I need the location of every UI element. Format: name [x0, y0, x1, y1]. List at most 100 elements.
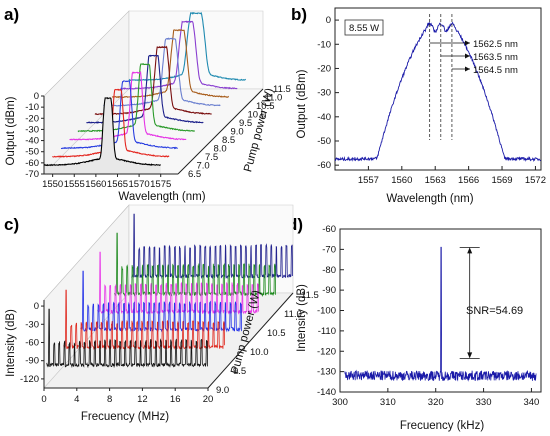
panel-c-xtick-4: 4 [74, 394, 79, 405]
panel-b-spectrum: 1557 1560 1563 1566 1569 1572 0 -10 -20 -30 -40 -50… [296, 7, 546, 205]
panel-a-series-8.0 [69, 70, 187, 141]
panel-label-c: c) [4, 215, 19, 234]
panel-c-xlabel: Frecuency (MHz) [81, 411, 169, 423]
panel-c-xtick-12: 12 [137, 394, 148, 405]
panel-d-xtick-340: 340 [523, 397, 539, 408]
panel-a-ztick-9.5: 9.5 [239, 118, 252, 129]
panel-a-ytick--60: -60 [25, 158, 39, 169]
panel-c-ztick-10.0: 10.0 [250, 347, 269, 358]
panel-c-waterfall: 11.5 11.0 10.5 10.0 9.5 9.0 0 4 8 12 16 20 0 -30 -60 -9… [5, 204, 319, 423]
panel-c-axes: 11.5 11.0 10.5 10.0 9.5 9.0 0 4 8 12 16 20 0 -30 -60 -9… [20, 290, 319, 405]
panel-d-xtick-300: 300 [332, 397, 348, 408]
panel-c-xtick-0: 0 [41, 394, 46, 405]
panel-b-annotation-3: 1564.5 nm [473, 65, 518, 76]
panel-a-ztick-11.5: 11.5 [273, 84, 291, 95]
panel-c-ytick--30: -30 [25, 319, 39, 330]
panel-b-ytick--20: -20 [317, 63, 331, 74]
panel-a-ytick--20: -20 [25, 113, 39, 124]
panel-a-xtick-1575: 1575 [150, 179, 171, 190]
panel-b-ytick-0: 0 [326, 15, 331, 26]
panel-a-series-11.0 [120, 20, 238, 90]
panel-a-zaxis [177, 88, 264, 175]
panel-d-ylabel: Intensity (dB) [296, 284, 308, 352]
panel-a-xtick-1565: 1565 [107, 179, 128, 190]
panel-c-xtick-16: 16 [170, 394, 181, 405]
panel-b-plot: 1557 1560 1563 1566 1569 1572 0 -10 -20 -30 -40 -50… [317, 7, 546, 186]
panel-d-ytick--60: -60 [322, 224, 336, 235]
panel-d-xtick-320: 320 [428, 397, 444, 408]
panel-d-spectrum-line [344, 246, 537, 382]
panel-a-ztick-11.0: 11.0 [265, 93, 283, 104]
panel-a-ztick-10.5: 10.5 [256, 101, 275, 112]
panel-b-xtick-1569: 1569 [491, 175, 512, 186]
panel-d-plot: 300 310 320 330 340 -60 -70 -80 -90 -100 -110 -120 -… [317, 224, 542, 408]
panel-d-ytick--70: -70 [322, 244, 336, 255]
panel-b-xtick-1563: 1563 [425, 175, 446, 186]
panel-a-xtick-1570: 1570 [129, 179, 150, 190]
panel-d-ytick--110: -110 [318, 326, 336, 337]
panel-b-xtick-1566: 1566 [458, 175, 479, 186]
panel-a-series-11.5 [128, 11, 247, 82]
panel-a-ztick-8.5: 8.5 [222, 135, 235, 146]
panel-c-ytick--60: -60 [25, 337, 39, 348]
panel-b-spectrum-line [334, 21, 541, 163]
panel-b-legend-box [344, 19, 384, 36]
panel-c-ztick-9.0: 9.0 [216, 385, 229, 396]
panel-c-ztick-10.5: 10.5 [267, 328, 286, 339]
panel-a-ytick--40: -40 [25, 136, 39, 147]
panel-d-ytick--140: -140 [317, 387, 336, 398]
panel-a-ytick--10: -10 [25, 102, 39, 113]
panel-b-arrowhead-1 [465, 40, 470, 46]
panel-d-snr-arrowhead-bottom [467, 352, 473, 359]
panel-a-ytick-0: 0 [34, 91, 39, 102]
panel-a-waterfall: 11.511.010.510.09.59.08.58.07.57.06.5 155… [5, 10, 291, 203]
panel-c-ztick-11.5: 11.5 [301, 290, 319, 301]
panel-a-series-9.5 [94, 45, 212, 116]
panel-a-ytick--70: -70 [25, 169, 39, 180]
panel-b-ytick--10: -10 [317, 39, 331, 50]
panel-a-series-6.5 [44, 97, 161, 167]
panel-c-ytick-0: 0 [34, 301, 39, 312]
panel-c-series [46, 213, 293, 369]
panel-a-ylabel: Output (dBm) [5, 96, 17, 165]
panel-a-xtick-1555: 1555 [64, 179, 85, 190]
panel-d-snr: 300 310 320 330 340 -60 -70 -80 -90 -100 -110 -120 -… [296, 224, 542, 432]
panel-b-arrowhead-2 [465, 53, 470, 59]
panel-a-ytick--50: -50 [25, 147, 39, 158]
panel-a-ztick-8.0: 8.0 [214, 144, 227, 155]
panel-a-series [44, 11, 247, 174]
panel-c-ytick--120: -120 [20, 374, 39, 385]
panel-c-xtick-8: 8 [107, 394, 112, 405]
panel-a-xtick-1560: 1560 [85, 179, 106, 190]
panel-b-annotation-1: 1562.5 nm [473, 39, 518, 50]
panel-b-xtick-1572: 1572 [525, 175, 546, 186]
panel-b-legend-text: 8.55 W [349, 23, 379, 34]
panel-c-series-9.0 [46, 308, 208, 369]
panel-a-axes: 11.511.010.510.09.59.08.58.07.57.06.5 155… [25, 84, 291, 190]
panel-b-ytick--30: -30 [317, 88, 331, 99]
panel-d-xtick-330: 330 [476, 397, 492, 408]
panel-d-ytick--100: -100 [317, 306, 336, 317]
panel-a-ztick-9.0: 9.0 [231, 127, 244, 138]
panel-b-xtick-1557: 1557 [358, 175, 379, 186]
panel-d-ytick--120: -120 [317, 346, 336, 357]
panel-d-xtick-310: 310 [380, 397, 396, 408]
panel-c-ztick-9.5: 9.5 [233, 366, 246, 377]
panel-b-ytick--40: -40 [317, 112, 331, 123]
panel-a-ztick-10.0: 10.0 [248, 110, 267, 121]
panel-a-xtick-1550: 1550 [42, 179, 63, 190]
panel-b-ytick--50: -50 [317, 136, 331, 147]
panel-c-ztick-11.0: 11.0 [284, 309, 302, 320]
panel-a-xlabel: Wavelength (nm) [118, 191, 205, 203]
panel-a-ztick-7.5: 7.5 [205, 152, 218, 163]
panel-b-frame [334, 7, 542, 171]
panel-d-ytick--80: -80 [322, 265, 336, 276]
panel-d-xlabel: Frecuency (kHz) [400, 420, 485, 432]
panel-c-xtick-20: 20 [203, 394, 214, 405]
panel-b-arrowhead-3 [465, 66, 470, 72]
panel-b-xtick-1560: 1560 [391, 175, 412, 186]
panel-a-ztick-7.0: 7.0 [197, 161, 210, 172]
panel-c-zaxis [207, 292, 294, 389]
panel-b-ytick--60: -60 [317, 160, 331, 171]
